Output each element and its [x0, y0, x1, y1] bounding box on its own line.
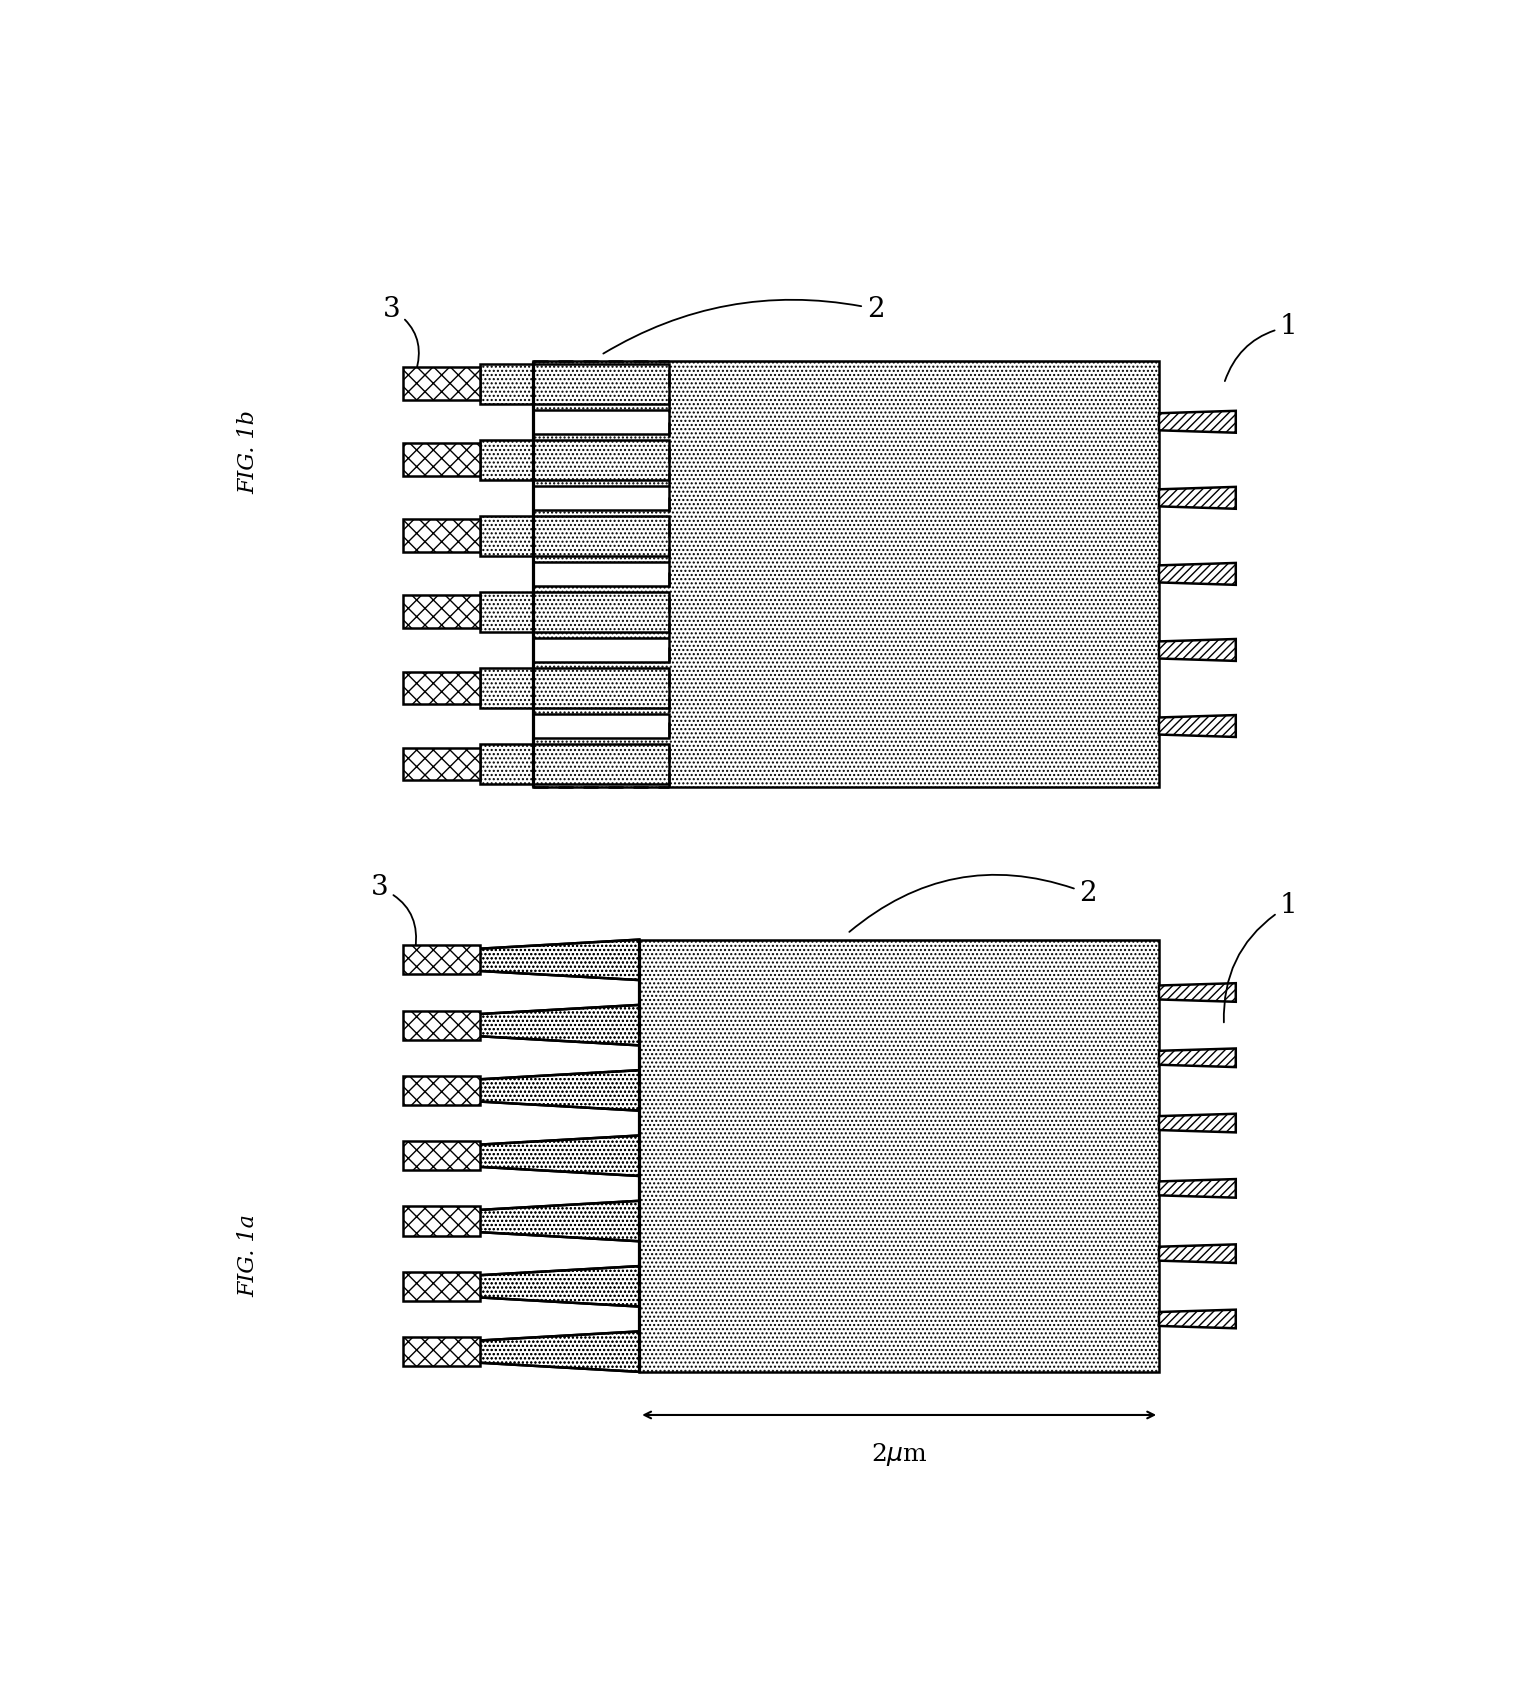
- Text: 3: 3: [370, 874, 416, 949]
- Polygon shape: [1158, 1245, 1236, 1263]
- Bar: [480, 668, 669, 709]
- Bar: [402, 595, 480, 629]
- Bar: [402, 747, 480, 781]
- Polygon shape: [1158, 639, 1236, 661]
- Bar: [402, 1272, 480, 1300]
- Text: 2: 2: [604, 296, 884, 353]
- Bar: [480, 440, 669, 480]
- Bar: [480, 744, 669, 785]
- Polygon shape: [1158, 487, 1236, 509]
- Bar: [402, 1338, 480, 1366]
- Bar: [402, 367, 480, 401]
- Polygon shape: [1158, 411, 1236, 433]
- Polygon shape: [480, 1135, 640, 1175]
- Polygon shape: [1158, 982, 1236, 1001]
- Bar: [480, 516, 669, 556]
- Text: FIG. 1a: FIG. 1a: [238, 1214, 259, 1297]
- Bar: [402, 1141, 480, 1170]
- Polygon shape: [480, 1201, 640, 1241]
- Polygon shape: [480, 940, 640, 981]
- Polygon shape: [480, 1070, 640, 1111]
- Polygon shape: [1158, 1179, 1236, 1197]
- Bar: [402, 1011, 480, 1040]
- Bar: [533, 485, 669, 511]
- Polygon shape: [1158, 1114, 1236, 1133]
- Polygon shape: [1158, 1309, 1236, 1329]
- Bar: [640, 940, 1158, 1371]
- Text: 1: 1: [1224, 893, 1298, 1023]
- Bar: [402, 1075, 480, 1104]
- Polygon shape: [1158, 715, 1236, 737]
- Text: 2$\mu$m: 2$\mu$m: [870, 1441, 928, 1468]
- Bar: [480, 516, 669, 556]
- Polygon shape: [1158, 563, 1236, 585]
- Polygon shape: [480, 1331, 640, 1371]
- Bar: [533, 714, 669, 739]
- Bar: [533, 561, 669, 587]
- Bar: [533, 409, 669, 435]
- Text: 2: 2: [849, 874, 1097, 932]
- Bar: [480, 364, 669, 404]
- Polygon shape: [480, 1070, 640, 1111]
- Bar: [402, 443, 480, 477]
- Bar: [402, 671, 480, 705]
- Bar: [480, 440, 669, 480]
- Bar: [480, 592, 669, 632]
- Polygon shape: [480, 1267, 640, 1307]
- Polygon shape: [480, 1004, 640, 1045]
- Text: 3: 3: [383, 296, 419, 372]
- Bar: [533, 638, 669, 663]
- Bar: [480, 668, 669, 709]
- Text: 1: 1: [1225, 313, 1298, 380]
- Polygon shape: [480, 1331, 640, 1371]
- Polygon shape: [1158, 1048, 1236, 1067]
- Bar: [533, 360, 1158, 786]
- Bar: [402, 1206, 480, 1236]
- Bar: [402, 945, 480, 974]
- Polygon shape: [480, 1267, 640, 1307]
- Polygon shape: [480, 1004, 640, 1045]
- Polygon shape: [480, 1135, 640, 1175]
- Text: FIG. 1b: FIG. 1b: [238, 411, 259, 494]
- Bar: [402, 519, 480, 553]
- Bar: [480, 592, 669, 632]
- Polygon shape: [480, 940, 640, 981]
- Polygon shape: [480, 1201, 640, 1241]
- Bar: [480, 744, 669, 785]
- Bar: [480, 364, 669, 404]
